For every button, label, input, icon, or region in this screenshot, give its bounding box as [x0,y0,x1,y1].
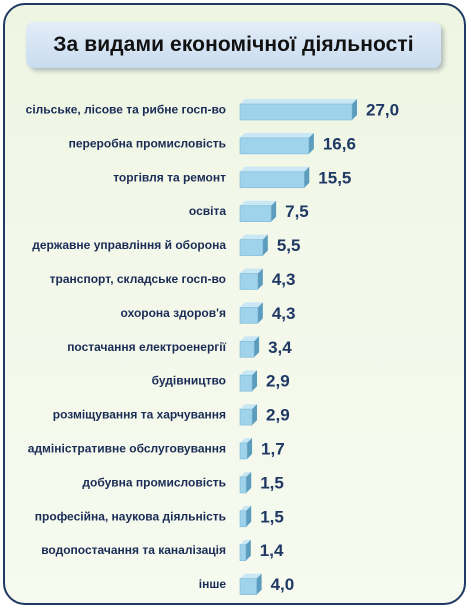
bar-row: транспорт, складське госп-во 4,3 [50,268,296,290]
bar [239,171,305,189]
bar-top-face [240,99,357,104]
chart-title-box: За видами економічної діяльності [26,22,441,68]
bar-row: переробна промисловість 16,6 [69,132,356,155]
value-label: 3,4 [268,338,292,357]
bar-side-face [304,166,310,188]
chart-frame [3,3,466,605]
bar [239,408,253,426]
bar [239,205,272,222]
value-label: 2,9 [266,372,290,391]
value-label: 16,6 [323,134,356,153]
category-label: охорона здоров'я [121,306,226,320]
bar-row: адміністративне обслуговування 1,7 [28,438,285,460]
bar [239,103,353,121]
bar-top-face [240,438,253,443]
bar-side-face [246,471,252,493]
category-label: транспорт, складське госп-во [50,272,226,286]
bar [239,510,247,528]
bar-top-face [240,539,251,545]
bar-row: професійна, наукова діяльність 1,5 [35,505,284,528]
bar-row: інше 4,0 [199,573,295,595]
value-label: 1,5 [260,507,284,526]
bar-side-face [256,573,262,595]
bar [239,544,247,562]
value-label: 15,5 [318,168,351,187]
bar-top-face [240,404,258,410]
bar-row: торгівля та ремонт 15,5 [113,166,351,189]
bar-top-face [240,268,263,274]
category-label: добувна промисловість [82,475,226,489]
value-label: 1,7 [261,440,285,459]
bar-row: добувна промисловість 1,5 [82,471,284,494]
bar-row: будівництво 2,9 [152,370,290,392]
category-label: переробна промисловість [69,136,226,150]
bar-side-face [308,132,314,154]
bar-side-face [252,404,258,426]
category-label: освіта [189,204,226,218]
value-label: 4,3 [272,270,296,289]
value-label: 5,5 [277,236,301,255]
bar-row: постачання електроенергії 3,4 [67,336,292,358]
bar-row: охорона здоров'я 4,3 [121,302,296,324]
bar-top-face [240,234,268,240]
bar [239,137,310,155]
bar-row: освіта 7,5 [189,200,309,222]
category-label: будівництво [152,374,226,388]
bar [239,239,264,256]
bar-row: водопостачання та каналізація 1,4 [41,539,284,562]
bar-side-face [262,234,268,256]
bar-top-face [240,336,260,342]
value-label: 4,0 [271,575,295,594]
bar-row: сільське, лісове та рибне госп-во 27,0 [26,99,399,121]
bar-side-face [247,438,253,459]
value-label: 7,5 [285,202,309,221]
bar-top-face [240,166,310,172]
category-label: торгівля та ремонт [113,170,226,184]
category-label: постачання електроенергії [67,340,226,354]
bar-side-face [271,200,277,222]
bar-side-face [352,99,357,120]
bar-side-face [254,336,260,358]
bar-side-face [257,302,263,324]
bar-row: розміщування та харчування 2,9 [53,404,290,426]
category-label: інше [199,577,227,591]
value-label: 4,3 [272,304,296,323]
bar-side-face [245,539,251,561]
bar-top-face [240,132,314,138]
category-label: адміністративне обслуговування [28,442,226,456]
bar-side-face [252,370,258,392]
bar-top-face [240,505,252,511]
category-label: сільське, лісове та рибне госп-во [26,103,226,117]
bar-side-face [246,505,252,527]
bar [239,374,253,392]
bar [239,578,257,595]
value-label: 27,0 [366,101,399,120]
category-label: державне управління й оборона [32,238,226,252]
bar-side-face [257,268,263,290]
category-label: професійна, наукова діяльність [35,509,226,523]
bar-top-face [240,471,252,477]
bar-top-face [240,302,263,308]
category-label: водопостачання та каналізація [41,543,226,557]
value-label: 1,4 [260,541,284,560]
value-label: 1,5 [260,473,284,492]
bar [239,307,259,324]
category-label: розміщування та харчування [53,408,226,422]
bar [239,340,255,358]
bar-top-face [240,573,262,579]
bar-top-face [240,200,277,206]
bar [239,442,248,460]
chart-title: За видами економічної діяльності [53,33,414,56]
bar-row: державне управління й оборона 5,5 [32,234,301,256]
value-label: 2,9 [266,406,290,425]
bar-top-face [240,370,258,376]
bar [239,273,259,290]
bar [239,476,247,494]
